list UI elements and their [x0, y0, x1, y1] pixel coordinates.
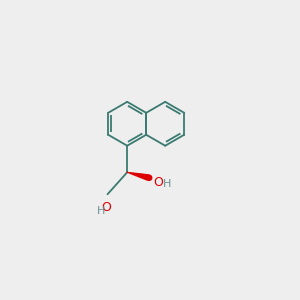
Text: O: O — [154, 176, 164, 189]
Text: O: O — [101, 201, 111, 214]
Text: H: H — [97, 206, 105, 216]
Text: H: H — [163, 179, 172, 189]
